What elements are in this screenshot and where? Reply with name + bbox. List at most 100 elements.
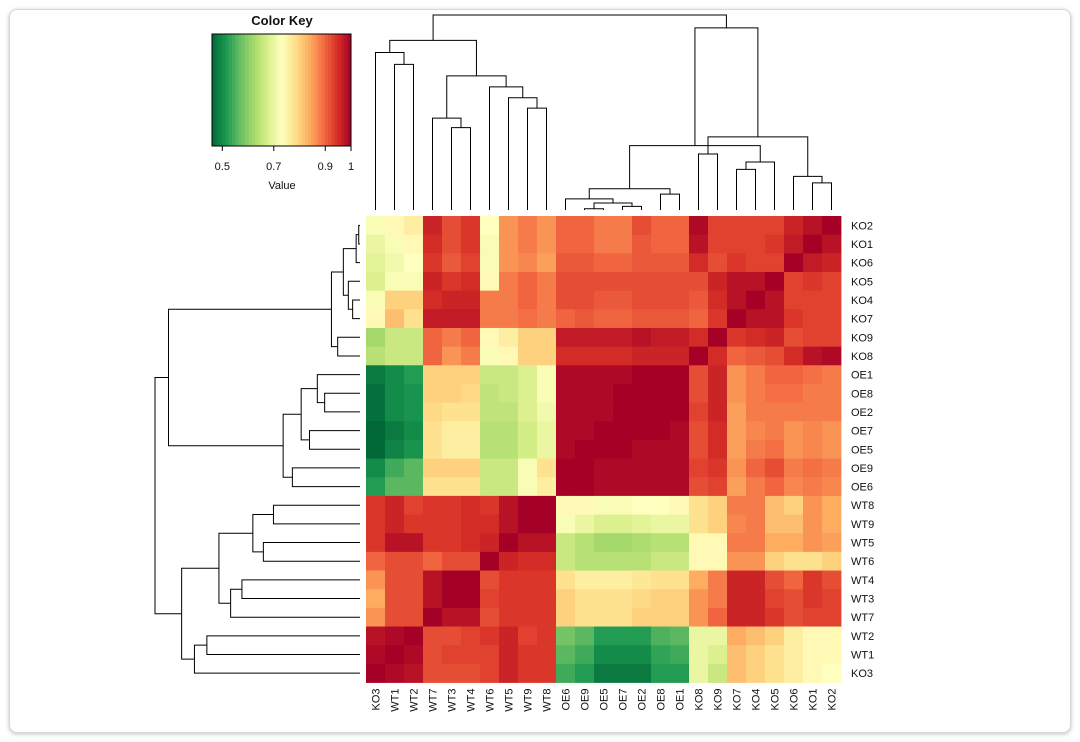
heatmap-cell (765, 216, 785, 236)
heatmap-cell (594, 253, 614, 273)
heatmap-cell (480, 663, 500, 683)
heatmap-cell (670, 626, 690, 646)
heatmap-cell (499, 439, 519, 459)
heatmap-cell (556, 309, 576, 329)
heatmap-cell (423, 234, 443, 254)
heatmap-cell (499, 309, 519, 329)
row-label: KO4 (851, 295, 873, 307)
heatmap-cell (442, 477, 462, 497)
heatmap-cell (366, 514, 386, 534)
heatmap-cell (480, 439, 500, 459)
heatmap-cell (518, 421, 538, 441)
heatmap-cell (689, 570, 709, 590)
color-key-swatch (288, 34, 292, 146)
heatmap-cell (746, 309, 766, 329)
row-dendrogram (154, 224, 360, 674)
heatmap-cell (708, 551, 728, 571)
heatmap-cell (765, 551, 785, 571)
heatmap-cell (537, 626, 557, 646)
heatmap-cell (613, 216, 633, 236)
heatmap-cell (385, 402, 405, 422)
heatmap-cell (518, 216, 538, 236)
heatmap-cell (480, 551, 500, 571)
dendrogram-branch (355, 234, 360, 264)
heatmap-cell (708, 477, 728, 497)
heatmap-cell (727, 402, 747, 422)
heatmap-cell (784, 234, 804, 254)
color-key-swatch (245, 34, 249, 146)
heatmap-cell (727, 234, 747, 254)
heatmap-cell (670, 290, 690, 310)
heatmap-cell (822, 551, 842, 571)
dendrogram-branch (337, 336, 360, 357)
heatmap-cell (537, 365, 557, 385)
color-key-swatch (304, 34, 309, 146)
row-label: KO1 (851, 239, 873, 251)
heatmap-cell (518, 346, 538, 366)
heatmap-cell (366, 271, 386, 292)
row-label: KO5 (851, 276, 873, 288)
heatmap-cell (632, 327, 652, 348)
heatmap-cell (708, 514, 728, 534)
color-key-swatch (344, 34, 348, 146)
heatmap-cell (499, 271, 519, 292)
heatmap-cell (423, 290, 443, 310)
heatmap-cell (480, 421, 500, 441)
color-key-swatch (331, 34, 335, 146)
heatmap-cell (708, 234, 728, 254)
dendrogram-branch (375, 52, 405, 210)
heatmap-cell (632, 477, 652, 497)
heatmap-cell (651, 234, 671, 254)
heatmap-cell (556, 402, 576, 422)
color-key-swatch (215, 34, 219, 146)
heatmap-cell (442, 458, 462, 478)
heatmap-cell (537, 383, 557, 403)
heatmap-cell (803, 383, 823, 403)
heatmap-cell (689, 309, 709, 329)
heatmap-cell (518, 663, 538, 683)
heatmap-cell (746, 495, 766, 515)
heatmap-cell (404, 533, 424, 553)
heatmap-cell (803, 365, 823, 385)
heatmap-cell (727, 570, 747, 590)
heatmap-cell (404, 607, 424, 627)
heatmap-cell (423, 477, 443, 497)
heatmap-cell (480, 234, 500, 254)
heatmap-cell (594, 458, 614, 478)
heatmap-cell (442, 663, 462, 683)
heatmap-cell (366, 383, 386, 403)
heatmap-cell (651, 309, 671, 329)
heatmap-cell (594, 495, 614, 515)
heatmap-cell (784, 645, 804, 665)
heatmap-cell (499, 421, 519, 441)
heatmap-cell (423, 309, 443, 329)
heatmap-cell (366, 439, 386, 459)
heatmap-cell (765, 365, 785, 385)
heatmap-cell (746, 346, 766, 366)
heatmap-cell (651, 271, 671, 292)
heatmap-cell (670, 663, 690, 683)
heatmap-cell (651, 607, 671, 627)
heatmap-cell (423, 216, 443, 236)
heatmap-cell (575, 570, 595, 590)
heatmap-cell (594, 327, 614, 348)
heatmap-cell (423, 402, 443, 422)
heatmap-cell (784, 458, 804, 478)
heatmap-cell (803, 645, 823, 665)
heatmap-cell (461, 234, 481, 254)
heatmap-cell (385, 589, 405, 609)
heatmap-cell (727, 290, 747, 310)
heatmap-cell (632, 551, 652, 571)
heatmap-cell (613, 645, 633, 665)
heatmap-cell (499, 589, 519, 609)
heatmap-cell (537, 309, 557, 329)
dendrogram-branch (206, 635, 360, 656)
heatmap-cell (575, 607, 595, 627)
color-key-swatch (251, 34, 256, 146)
heatmap-cell (461, 533, 481, 553)
heatmap-cell (594, 309, 614, 329)
heatmap-cell (537, 346, 557, 366)
heatmap-cell (708, 458, 728, 478)
heatmap-cell (575, 346, 595, 366)
heatmap-cell (594, 533, 614, 553)
